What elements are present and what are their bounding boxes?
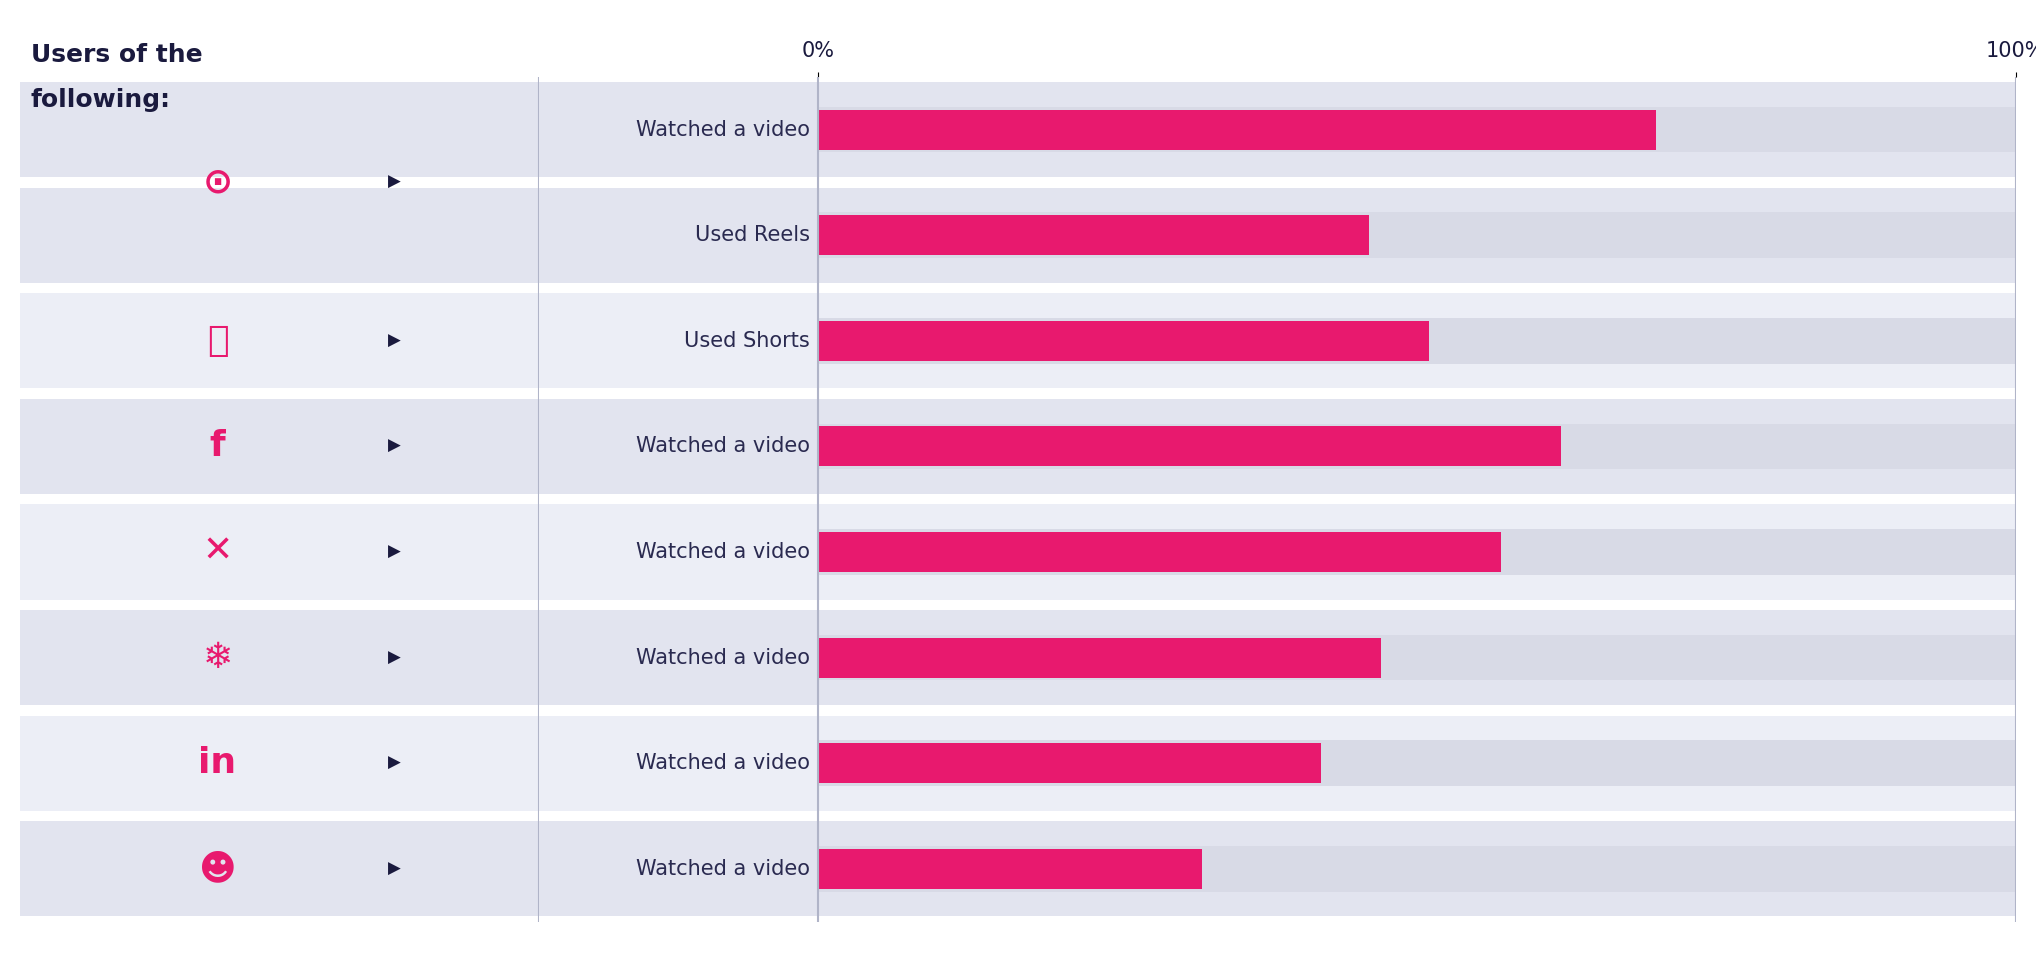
- Bar: [818, 532, 1501, 572]
- Bar: [818, 635, 2016, 681]
- Text: ▶: ▶: [387, 438, 401, 455]
- Bar: [20, 293, 540, 388]
- Text: ⏵: ⏵: [208, 324, 228, 358]
- Bar: [20, 187, 540, 282]
- Bar: [818, 637, 1380, 678]
- Bar: [818, 318, 2016, 364]
- Bar: [540, 716, 818, 810]
- Bar: [540, 822, 818, 916]
- Bar: [818, 611, 2016, 705]
- Text: ❄: ❄: [202, 640, 232, 675]
- Bar: [818, 321, 1429, 361]
- Text: f: f: [210, 429, 226, 464]
- Bar: [818, 849, 1201, 889]
- Text: ▶: ▶: [387, 543, 401, 561]
- Bar: [20, 82, 540, 177]
- Text: in: in: [197, 746, 236, 780]
- Text: ▶: ▶: [387, 755, 401, 772]
- Bar: [818, 822, 2016, 916]
- Text: Watched a video: Watched a video: [635, 648, 810, 667]
- Bar: [540, 611, 818, 705]
- Text: ▶: ▶: [387, 174, 401, 191]
- Bar: [818, 215, 1368, 255]
- Text: Used Shorts: Used Shorts: [684, 331, 810, 350]
- Bar: [818, 846, 2016, 892]
- Bar: [818, 743, 1321, 783]
- Bar: [540, 505, 818, 599]
- Text: ⊙: ⊙: [202, 165, 232, 200]
- Bar: [818, 107, 2016, 153]
- Bar: [540, 293, 818, 388]
- Text: Watched a video: Watched a video: [635, 120, 810, 139]
- Bar: [818, 109, 1657, 150]
- Bar: [818, 399, 2016, 493]
- Bar: [20, 505, 540, 599]
- Text: following:: following:: [31, 88, 171, 112]
- Bar: [540, 82, 818, 177]
- Bar: [818, 740, 2016, 786]
- Bar: [818, 293, 2016, 388]
- Bar: [818, 426, 1562, 467]
- Text: Watched a video: Watched a video: [635, 542, 810, 562]
- Bar: [20, 399, 540, 493]
- Bar: [818, 423, 2016, 469]
- Text: Watched a video: Watched a video: [635, 859, 810, 878]
- Bar: [540, 187, 818, 282]
- Bar: [818, 212, 2016, 258]
- Bar: [818, 187, 2016, 282]
- Text: ▶: ▶: [387, 860, 401, 877]
- Text: ☻: ☻: [200, 852, 236, 886]
- Bar: [540, 399, 818, 493]
- Bar: [818, 82, 2016, 177]
- Text: Watched a video: Watched a video: [635, 437, 810, 456]
- Text: Watched a video: Watched a video: [635, 754, 810, 773]
- Bar: [818, 529, 2016, 575]
- Text: Used Reels: Used Reels: [694, 226, 810, 245]
- Bar: [20, 822, 540, 916]
- Text: ▶: ▶: [387, 332, 401, 349]
- Text: Users of the: Users of the: [31, 43, 202, 67]
- Bar: [20, 716, 540, 810]
- Text: ▶: ▶: [387, 649, 401, 666]
- Bar: [818, 505, 2016, 599]
- Text: ✕: ✕: [202, 535, 232, 569]
- Bar: [818, 716, 2016, 810]
- Bar: [20, 611, 540, 705]
